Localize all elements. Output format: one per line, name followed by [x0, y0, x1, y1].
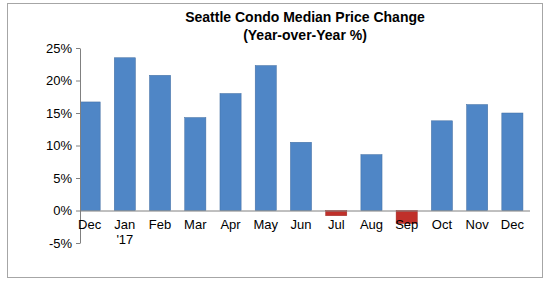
y-tick-label: 10% — [46, 138, 72, 153]
bar — [220, 94, 241, 211]
x-tick-label: Jun — [291, 217, 312, 232]
x-axis-line — [80, 211, 530, 212]
x-tick-label: Dec — [501, 217, 525, 232]
bar — [255, 66, 276, 211]
y-tick-label: 15% — [46, 106, 72, 121]
x-tick: Sep — [395, 211, 418, 232]
x-tick: Apr — [220, 211, 241, 232]
bars — [80, 58, 523, 224]
y-axis-line — [80, 49, 81, 244]
x-tick-label: Nov — [466, 217, 490, 232]
y-tick: 25% — [46, 41, 80, 56]
bar — [431, 121, 452, 211]
x-tick: Nov — [466, 211, 490, 232]
subtitle: (Year-over-Year %) — [243, 27, 367, 43]
chart: Seattle Condo Median Price Change (Year-o… — [0, 0, 550, 282]
y-tick-label: 25% — [46, 41, 72, 56]
bar — [467, 105, 488, 211]
x-tick: Jun — [291, 211, 312, 232]
y-tick-label: 20% — [46, 73, 72, 88]
bar — [150, 75, 171, 210]
x-tick: May — [253, 211, 278, 232]
y-tick: 10% — [46, 138, 80, 153]
x-axis: Dec Jan'17 Feb Mar Apr May Jun Jul Aug Sep Oct Nov D… — [78, 211, 530, 247]
y-tick-mark — [76, 113, 80, 114]
bar — [502, 113, 523, 211]
y-tick: 0% — [53, 203, 80, 218]
x-tick-label: May — [253, 217, 278, 232]
y-tick-label: 5% — [53, 171, 72, 186]
x-tick-label: Jan'17 — [114, 217, 135, 247]
x-tick-label: Feb — [149, 217, 171, 232]
x-tick-label: Mar — [184, 217, 207, 232]
x-tick: Dec — [501, 211, 525, 232]
y-tick: 15% — [46, 106, 80, 121]
y-tick-mark — [76, 178, 80, 179]
x-tick: Mar — [184, 211, 207, 232]
x-tick: Dec — [78, 211, 102, 232]
x-tick-label: Apr — [220, 217, 241, 232]
x-tick-label: Jul — [328, 217, 345, 232]
y-tick-mark — [76, 48, 80, 49]
bar — [80, 102, 100, 211]
x-tick: Oct — [432, 211, 453, 232]
x-tick: Feb — [149, 211, 171, 232]
y-tick-mark — [76, 146, 80, 147]
y-tick: 5% — [53, 171, 80, 186]
bar — [185, 118, 206, 211]
y-tick: -5% — [49, 236, 80, 251]
x-tick-label: Aug — [360, 217, 383, 232]
bar — [361, 155, 382, 211]
y-tick-label: 0% — [53, 203, 72, 218]
y-tick: 20% — [46, 73, 80, 88]
bar — [114, 58, 135, 211]
y-tick-mark — [76, 243, 80, 244]
title: Seattle Condo Median Price Change — [185, 9, 425, 25]
y-tick-mark — [76, 211, 80, 212]
x-tick-label: Dec — [78, 217, 102, 232]
x-tick: Jul — [328, 211, 345, 232]
chart-frame — [8, 4, 543, 278]
x-tick: Aug — [360, 211, 383, 232]
x-tick-label: Sep — [395, 217, 418, 232]
y-tick-mark — [76, 81, 80, 82]
x-tick-label: Oct — [432, 217, 453, 232]
y-tick-label: -5% — [49, 236, 73, 251]
x-tick: Jan'17 — [114, 211, 135, 247]
bar — [290, 142, 311, 210]
y-axis: -5% 0% 5% 10% 15% 20% 25% — [46, 41, 81, 251]
